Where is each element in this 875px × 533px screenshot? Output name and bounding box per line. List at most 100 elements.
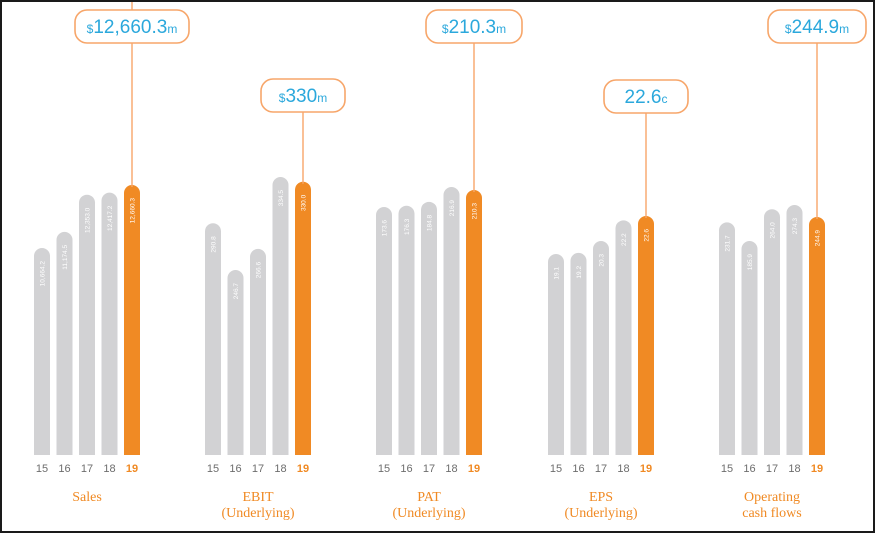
callout-box — [767, 9, 867, 44]
bar-value-label: 19.2 — [576, 266, 583, 279]
callout-box — [260, 78, 346, 113]
callout-prefix: $ — [442, 22, 449, 36]
year-tick-label: 18 — [274, 463, 286, 475]
chart-group-0: 10,664.2 15 11,174.5 16 12,353.0 17 12,417.2 18… — [34, 2, 190, 505]
bar-value-label: 334.5 — [278, 190, 285, 207]
bar-19-highlight — [638, 216, 654, 455]
callout-prefix: $ — [87, 22, 94, 36]
callout-number: 22.6 — [625, 87, 662, 108]
year-tick-label: 15 — [378, 463, 390, 475]
bar-15 — [719, 222, 735, 455]
bar-value-label: 184.8 — [427, 214, 434, 231]
year-tick-label: 18 — [788, 463, 800, 475]
bar-19-highlight — [809, 216, 825, 455]
callout-value: $12,660.3m — [87, 17, 178, 38]
bar-15 — [376, 207, 392, 455]
bar-value-label: 216.9 — [449, 200, 456, 217]
callout-value: $244.9m — [785, 17, 849, 38]
callout-unit: m — [496, 22, 506, 36]
bar-value-label: 11,174.5 — [62, 245, 69, 270]
bar-17 — [593, 240, 609, 455]
callout-unit: m — [839, 22, 849, 36]
year-tick-label: 19 — [297, 463, 309, 475]
year-tick-label: 15 — [36, 463, 48, 475]
year-tick-label: 16 — [572, 463, 584, 475]
year-tick-label: 16 — [400, 463, 412, 475]
bar-17 — [764, 209, 780, 455]
bar-19-highlight — [466, 190, 482, 455]
year-tick-label: 15 — [721, 463, 733, 475]
bar-value-label: 210.3 — [472, 203, 479, 220]
year-tick-label: 16 — [58, 463, 70, 475]
bar-value-label: 274.3 — [792, 218, 799, 235]
bar-18 — [615, 220, 632, 455]
chart-group-4: 231.7 15 185.9 16 264.0 17 274.3 18 244.9 19 $244.… — [719, 9, 867, 521]
year-tick-label: 19 — [640, 463, 652, 475]
year-tick-label: 17 — [766, 463, 778, 475]
callout-number: 244.9 — [792, 17, 840, 38]
callout-number: 12,660.3 — [93, 17, 167, 38]
chart-group-2: 173.6 15 176.3 16 184.8 17 216.9 18 210.3 19 $210.… — [376, 9, 523, 521]
bar-16 — [56, 231, 73, 455]
year-tick-label: 15 — [550, 463, 562, 475]
year-tick-label: 17 — [595, 463, 607, 475]
bar-value-label: 264.0 — [770, 222, 777, 239]
chart-title-line: EPS — [589, 490, 613, 505]
bar-value-label: 19.1 — [554, 267, 561, 280]
year-tick-label: 19 — [468, 463, 480, 475]
year-tick-label: 18 — [617, 463, 629, 475]
callout-box — [603, 79, 689, 114]
bar-18 — [101, 192, 118, 455]
bar-value-label: 330.0 — [301, 194, 308, 211]
callout-value: 22.6c — [625, 87, 668, 108]
chart-group-1: 290.8 15 246.7 16 266.6 17 334.5 18 330.0 19 $330m… — [205, 78, 346, 521]
bar-17 — [250, 248, 266, 455]
chart-title-line: (Underlying) — [392, 506, 465, 521]
bar-19-highlight — [295, 181, 311, 455]
bar-value-label: 12,353.0 — [85, 207, 92, 233]
bar-18 — [786, 205, 803, 455]
callout-prefix: $ — [279, 91, 286, 105]
bar-value-label: 12,660.3 — [130, 198, 137, 224]
bar-18 — [443, 187, 460, 455]
chart-title-line: Sales — [72, 490, 102, 505]
bar-15 — [205, 223, 221, 455]
bar-16 — [398, 205, 415, 455]
bar-value-label: 266.6 — [256, 262, 263, 279]
year-tick-label: 15 — [207, 463, 219, 475]
callout-prefix: $ — [785, 22, 792, 36]
bar-value-label: 22.6 — [644, 229, 651, 242]
year-tick-label: 16 — [229, 463, 241, 475]
bar-value-label: 185.9 — [747, 254, 754, 271]
bar-16 — [227, 270, 244, 455]
year-tick-label: 17 — [252, 463, 264, 475]
bar-value-label: 12,417.2 — [107, 205, 114, 231]
year-tick-label: 17 — [423, 463, 435, 475]
callout-box — [74, 9, 190, 44]
callout-number: 210.3 — [449, 17, 497, 38]
bar-value-label: 246.7 — [233, 283, 240, 300]
chart-title-line: (Underlying) — [564, 506, 637, 521]
year-tick-label: 17 — [81, 463, 93, 475]
bar-value-label: 231.7 — [725, 235, 732, 252]
bar-value-label: 20.3 — [599, 254, 606, 267]
year-tick-label: 19 — [126, 463, 138, 475]
bar-value-label: 176.3 — [404, 218, 411, 235]
bar-15 — [548, 254, 564, 455]
chart-title-line: PAT — [417, 490, 441, 505]
bar-17 — [421, 201, 437, 455]
callout-value: $330m — [279, 86, 327, 107]
callout-value: $210.3m — [442, 17, 506, 38]
callout-unit: c — [661, 92, 667, 106]
callout-unit: m — [317, 91, 327, 105]
bar-15 — [34, 248, 50, 455]
chart-title-line: cash flows — [742, 506, 802, 521]
callout-number: 330 — [285, 86, 317, 107]
bar-value-label: 244.9 — [815, 230, 822, 247]
callout-box — [425, 9, 523, 44]
year-tick-label: 16 — [743, 463, 755, 475]
year-tick-label: 18 — [103, 463, 115, 475]
bar-value-label: 290.8 — [211, 236, 218, 253]
year-tick-label: 18 — [445, 463, 457, 475]
